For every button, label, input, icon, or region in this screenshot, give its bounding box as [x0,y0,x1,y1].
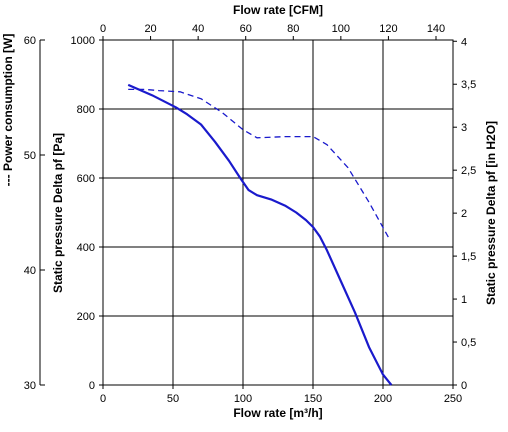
x-bottom-tick-label: 150 [304,393,322,405]
y-left-main-tick-label: 800 [77,104,95,116]
y-right-axis-label: Static pressure Delta pf [in H2O] [484,121,498,305]
y-right-tick-label: 0,5 [461,337,476,349]
x-top-tick-label: 80 [287,23,299,35]
y-right-tick-label: 1,5 [461,251,476,263]
plot-frame [102,39,454,386]
axes [39,36,457,389]
x-top-tick-label: 0 [100,23,106,35]
y-right-tick-label: 4 [461,36,467,48]
y-right-tick-label: 1 [461,294,467,306]
x-bottom-tick-label: 200 [374,393,392,405]
x-top-tick-label: 60 [240,23,252,35]
plot-area [103,40,453,385]
y-left-main-tick-label: 1000 [71,35,95,47]
x-bottom-axis-label: Flow rate [m³/h] [233,406,322,420]
series-layer [127,83,393,386]
y-left-main-axis-label: Static pressure Delta pf [Pa] [51,133,65,293]
y-right-tick-label: 2 [461,208,467,220]
y-left-main-tick-label: 200 [77,311,95,323]
y-right-tick-label: 3 [461,122,467,134]
x-top-tick-label: 100 [332,23,350,35]
power-consumption-line [128,88,391,241]
x-top-tick-label: 40 [192,23,204,35]
y-left-outer-tick-label: 60 [24,35,36,47]
y-left-outer-tick-label: 30 [24,380,36,392]
y-left-main-tick-label: 0 [89,380,95,392]
x-bottom-tick-label: 100 [234,393,252,405]
y-right-tick-label: 2,5 [461,165,476,177]
x-bottom-tick-label: 50 [167,393,179,405]
y-left-outer-tick-label: 40 [24,265,36,277]
y-left-main-tick-label: 400 [77,242,95,254]
y-left-outer-tick-label: 50 [24,150,36,162]
y-right-tick-label: 3,5 [461,79,476,91]
x-top-tick-label: 120 [379,23,397,35]
y-left-main-tick-label: 600 [77,173,95,185]
static-pressure-line [127,83,393,386]
x-top-tick-label: 20 [144,23,156,35]
x-bottom-tick-label: 250 [444,393,462,405]
x-top-tick-label: 140 [427,23,445,35]
x-top-axis-label: Flow rate [CFM] [233,3,323,17]
y-right-tick-label: 0 [461,380,467,392]
x-bottom-tick-label: 0 [100,393,106,405]
y-left-outer-axis-label: --- Power consumption [W] [1,34,15,187]
